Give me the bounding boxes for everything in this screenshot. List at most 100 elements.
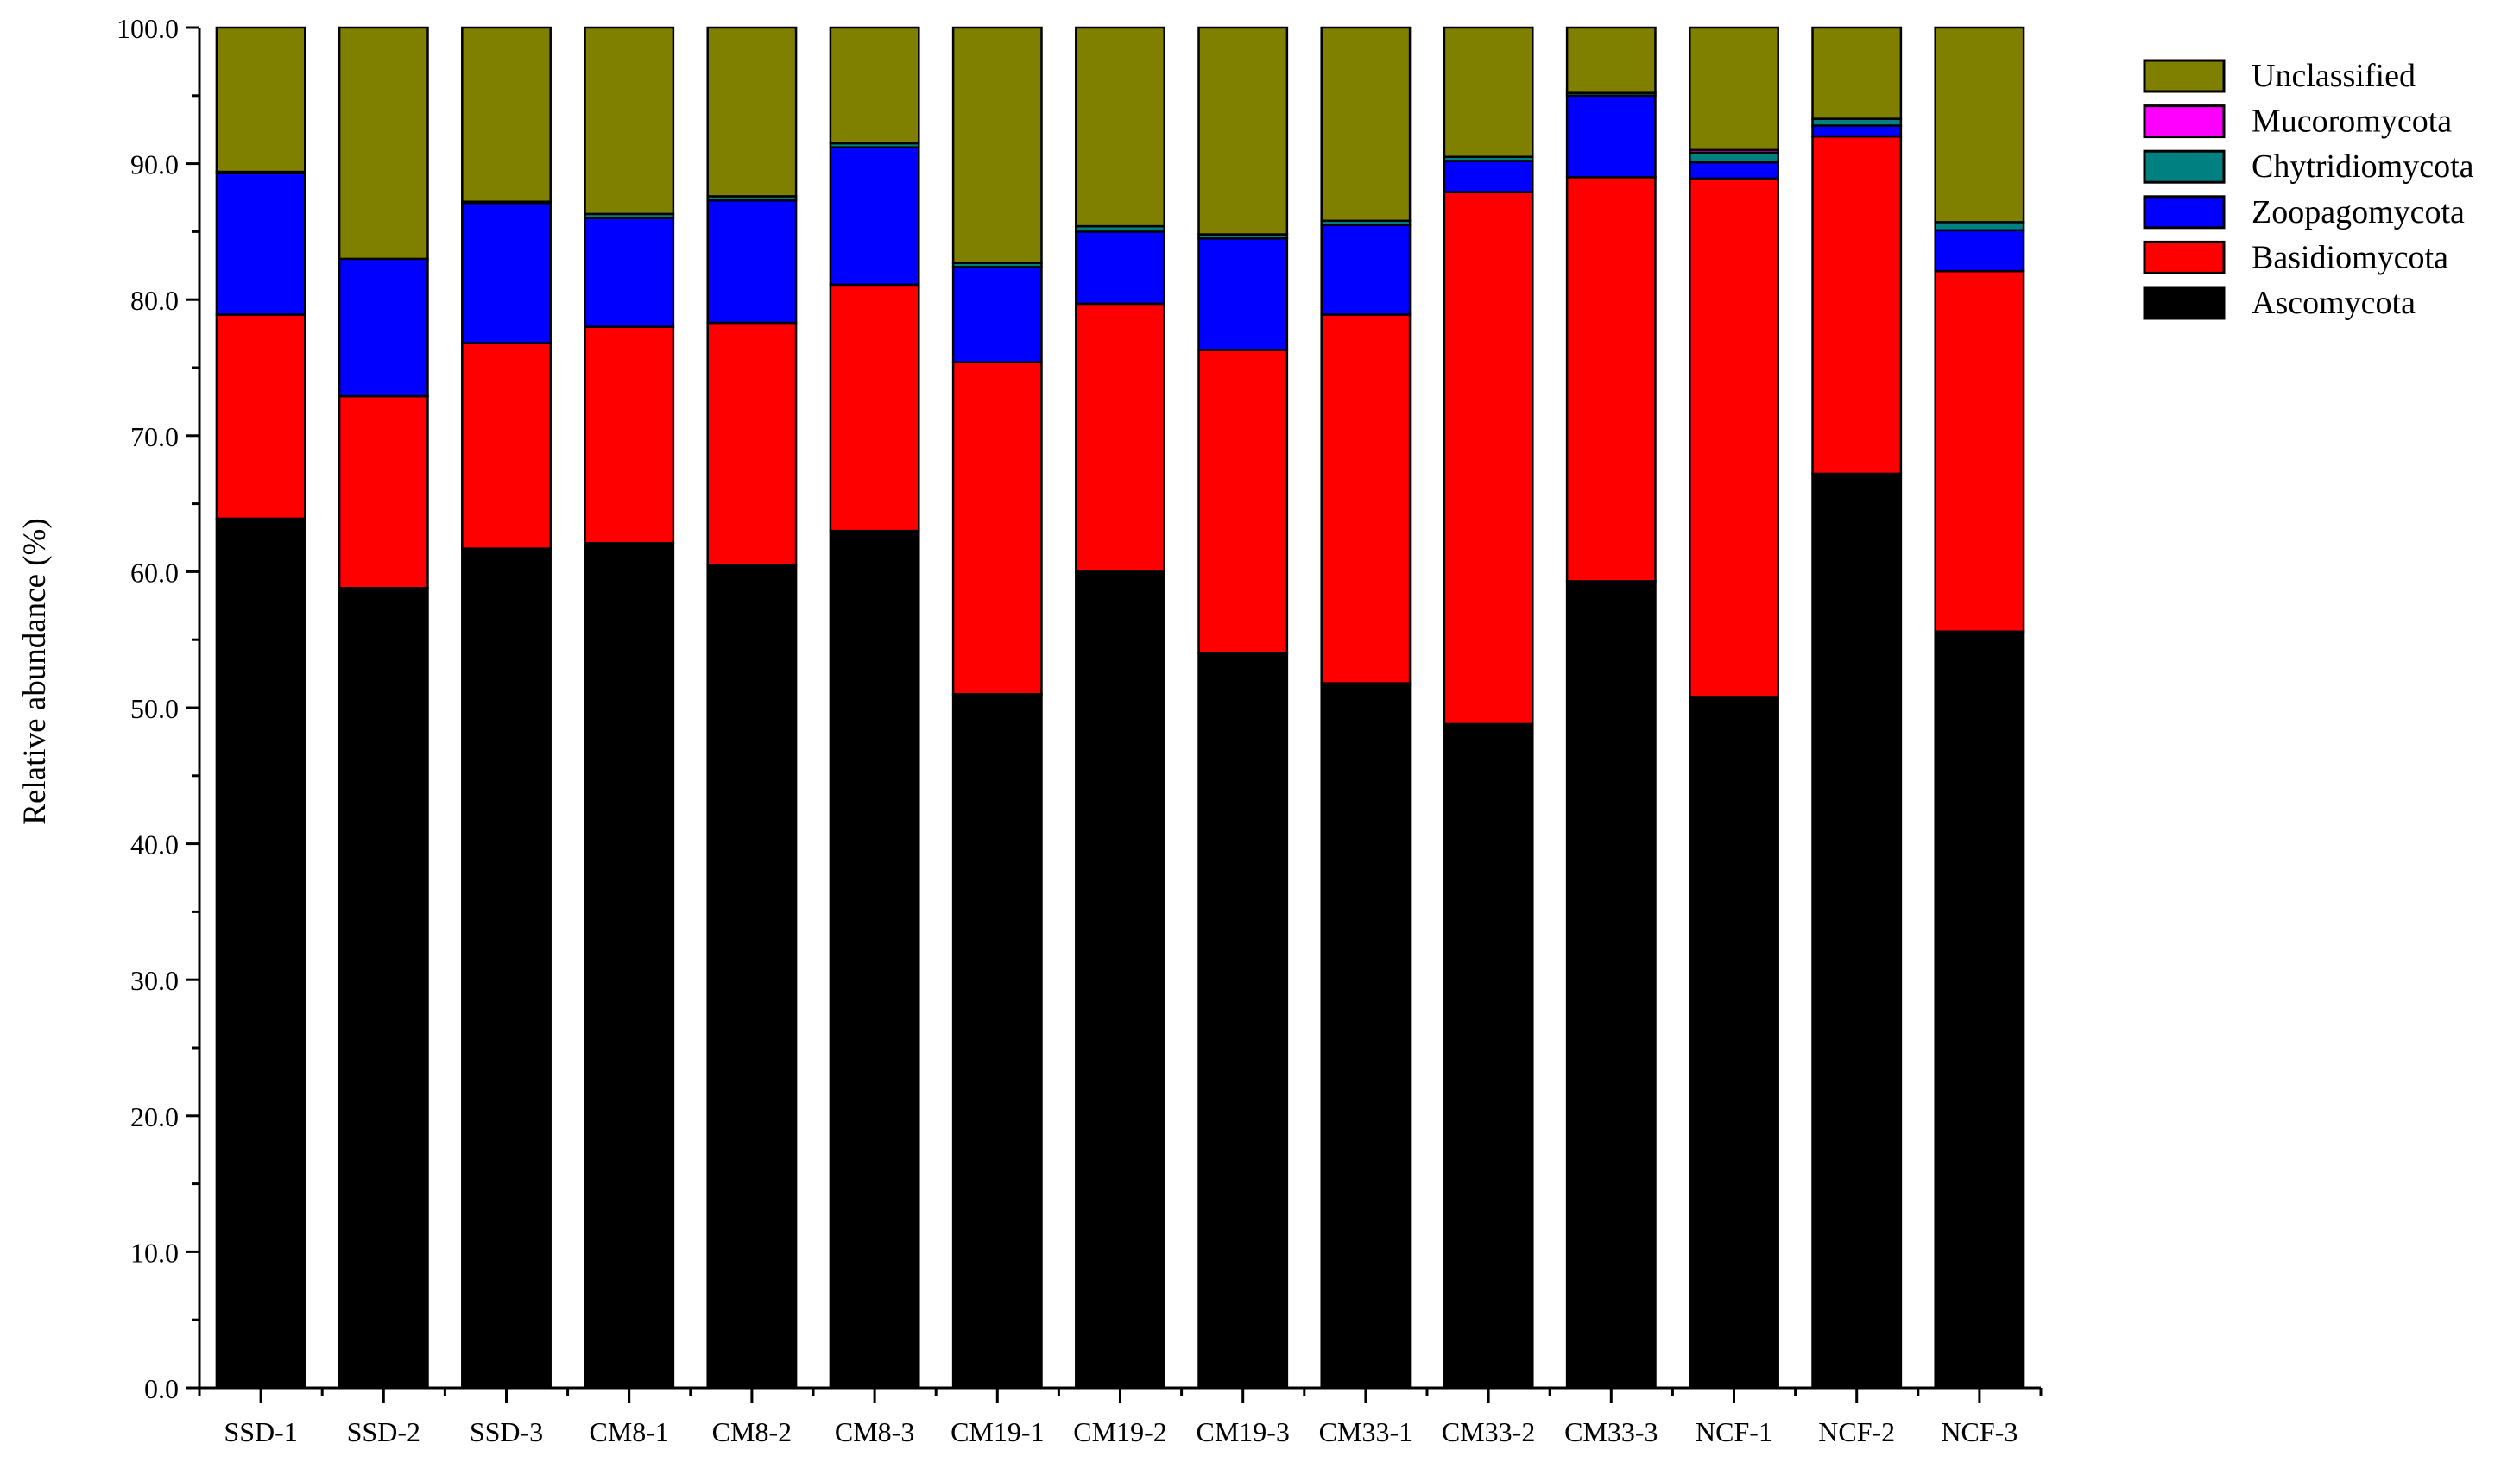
bar-segment-ascomycota — [215, 517, 306, 1390]
x-tick-label: CM8-1 — [589, 1416, 668, 1447]
bar-group — [1197, 26, 1289, 1390]
bar-segment-zoopagomycota — [706, 199, 798, 325]
y-tick-label: 80.0 — [130, 285, 179, 316]
bar-segment-chytridiomycota — [1934, 221, 2025, 232]
bar-segment-zoopagomycota — [1811, 124, 1903, 138]
legend-label: Zoopagomycota — [2252, 194, 2465, 230]
bar-segment-zoopagomycota — [1934, 229, 2025, 273]
bar-segment-zoopagomycota — [951, 266, 1043, 363]
bar-segment-basidiomycota — [1689, 177, 1779, 698]
x-tick-label: CM8-3 — [835, 1416, 914, 1447]
bar-segment-basidiomycota — [1811, 135, 1903, 476]
bar-segment-zoopagomycota — [1443, 160, 1534, 193]
bar-group — [951, 26, 1043, 1390]
legend-item: Mucoromycota — [2143, 104, 2452, 140]
bar-segment-ascomycota — [1934, 630, 2025, 1390]
bar-segment-basidiomycota — [1934, 269, 2025, 633]
bar-segment-unclassified — [215, 26, 306, 173]
axes-layer: 0.0 10.0 20.0 30.0 40.0 50.0 60.0 70.0 80.0 90.0 1… — [117, 13, 2043, 1447]
bar-segment-basidiomycota — [1443, 191, 1534, 726]
bar-group — [338, 26, 429, 1390]
x-tick-label: NCF-2 — [1818, 1416, 1895, 1447]
x-tick-label: SSD-3 — [470, 1416, 543, 1447]
x-tick-label: CM19-3 — [1196, 1416, 1289, 1447]
y-tick-label: 50.0 — [130, 693, 179, 724]
x-tick-label: CM19-1 — [951, 1416, 1044, 1447]
bar-segment-ascomycota — [1443, 722, 1534, 1390]
legend-swatch — [2143, 240, 2226, 274]
bar-group — [1934, 26, 2025, 1390]
y-tick-label: 0.0 — [144, 1373, 179, 1404]
bar-group — [215, 26, 306, 1390]
legend: Unclassified Mucoromycota Chytridiomycota Z… — [2143, 58, 2474, 321]
bar-segment-ascomycota — [1075, 570, 1165, 1390]
legend-item: Ascomycota — [2143, 285, 2416, 321]
bar-segment-basidiomycota — [829, 283, 920, 533]
bar-segment-zoopagomycota — [829, 146, 920, 287]
bar-segment-ascomycota — [338, 587, 429, 1390]
x-tick-label: NCF-3 — [1941, 1416, 2018, 1447]
bar-segment-unclassified — [829, 26, 920, 145]
x-tick-label: SSD-1 — [224, 1416, 297, 1447]
bar-segment-zoopagomycota — [1689, 161, 1779, 180]
x-tick-label: NCF-1 — [1696, 1416, 1772, 1447]
bar-segment-basidiomycota — [1320, 313, 1412, 684]
y-tick-label: 60.0 — [130, 557, 179, 588]
x-tick-label: CM19-2 — [1073, 1416, 1166, 1447]
bar-segment-ascomycota — [1565, 580, 1657, 1390]
bar-segment-unclassified — [951, 26, 1043, 264]
bar-segment-unclassified — [1565, 26, 1657, 94]
y-tick-label: 10.0 — [130, 1237, 179, 1268]
bar-group — [1320, 26, 1412, 1390]
legend-label: Ascomycota — [2252, 285, 2416, 321]
x-tick-label: CM33-1 — [1319, 1416, 1412, 1447]
bar-group — [584, 26, 675, 1390]
y-tick-label: 30.0 — [130, 965, 179, 996]
x-tick-label: CM33-2 — [1442, 1416, 1535, 1447]
x-tick-label: CM8-2 — [712, 1416, 792, 1447]
bar-segment-basidiomycota — [584, 325, 675, 545]
bar-segment-zoopagomycota — [1197, 237, 1289, 351]
bar-group — [1565, 26, 1657, 1390]
bar-segment-zoopagomycota — [1320, 224, 1412, 316]
y-tick-label: 20.0 — [130, 1101, 179, 1132]
legend-swatch — [2143, 104, 2226, 139]
y-tick-label: 40.0 — [130, 829, 179, 860]
legend-swatch — [2143, 149, 2226, 184]
bar-group — [829, 26, 920, 1390]
bar-segment-ascomycota — [1689, 696, 1779, 1390]
bar-segment-unclassified — [1689, 26, 1779, 152]
bar-segment-basidiomycota — [461, 342, 552, 550]
legend-item: Zoopagomycota — [2143, 194, 2465, 230]
bar-segment-ascomycota — [1197, 652, 1289, 1390]
bar-segment-basidiomycota — [1197, 349, 1289, 655]
legend-item: Basidiomycota — [2143, 239, 2448, 275]
bar-segment-basidiomycota — [1075, 302, 1165, 573]
bar-segment-basidiomycota — [951, 361, 1043, 696]
bar-segment-zoopagomycota — [584, 217, 675, 328]
bar-segment-ascomycota — [1811, 472, 1903, 1390]
bars-layer — [215, 26, 2025, 1390]
bar-segment-unclassified — [338, 26, 429, 261]
x-tick-label: SSD-2 — [347, 1416, 420, 1447]
bar-segment-ascomycota — [1320, 682, 1412, 1390]
bar-group — [461, 26, 552, 1390]
bar-segment-basidiomycota — [215, 313, 306, 520]
bar-group — [1811, 26, 1903, 1390]
legend-label: Chytridiomycota — [2252, 148, 2474, 185]
bar-segment-unclassified — [706, 26, 798, 198]
bar-segment-basidiomycota — [706, 321, 798, 566]
bar-segment-unclassified — [1443, 26, 1534, 158]
legend-item: Chytridiomycota — [2143, 148, 2474, 185]
bar-segment-unclassified — [1811, 26, 1903, 120]
bar-segment-ascomycota — [584, 542, 675, 1390]
bar-segment-zoopagomycota — [1075, 230, 1165, 306]
bar-segment-zoopagomycota — [215, 172, 306, 316]
y-tick-label: 100.0 — [117, 13, 179, 44]
bar-segment-ascomycota — [951, 692, 1043, 1390]
bar-group — [1443, 26, 1534, 1390]
bar-segment-unclassified — [584, 26, 675, 216]
y-axis-title: Relative abundance (%) — [17, 518, 53, 824]
bar-segment-unclassified — [1320, 26, 1412, 223]
